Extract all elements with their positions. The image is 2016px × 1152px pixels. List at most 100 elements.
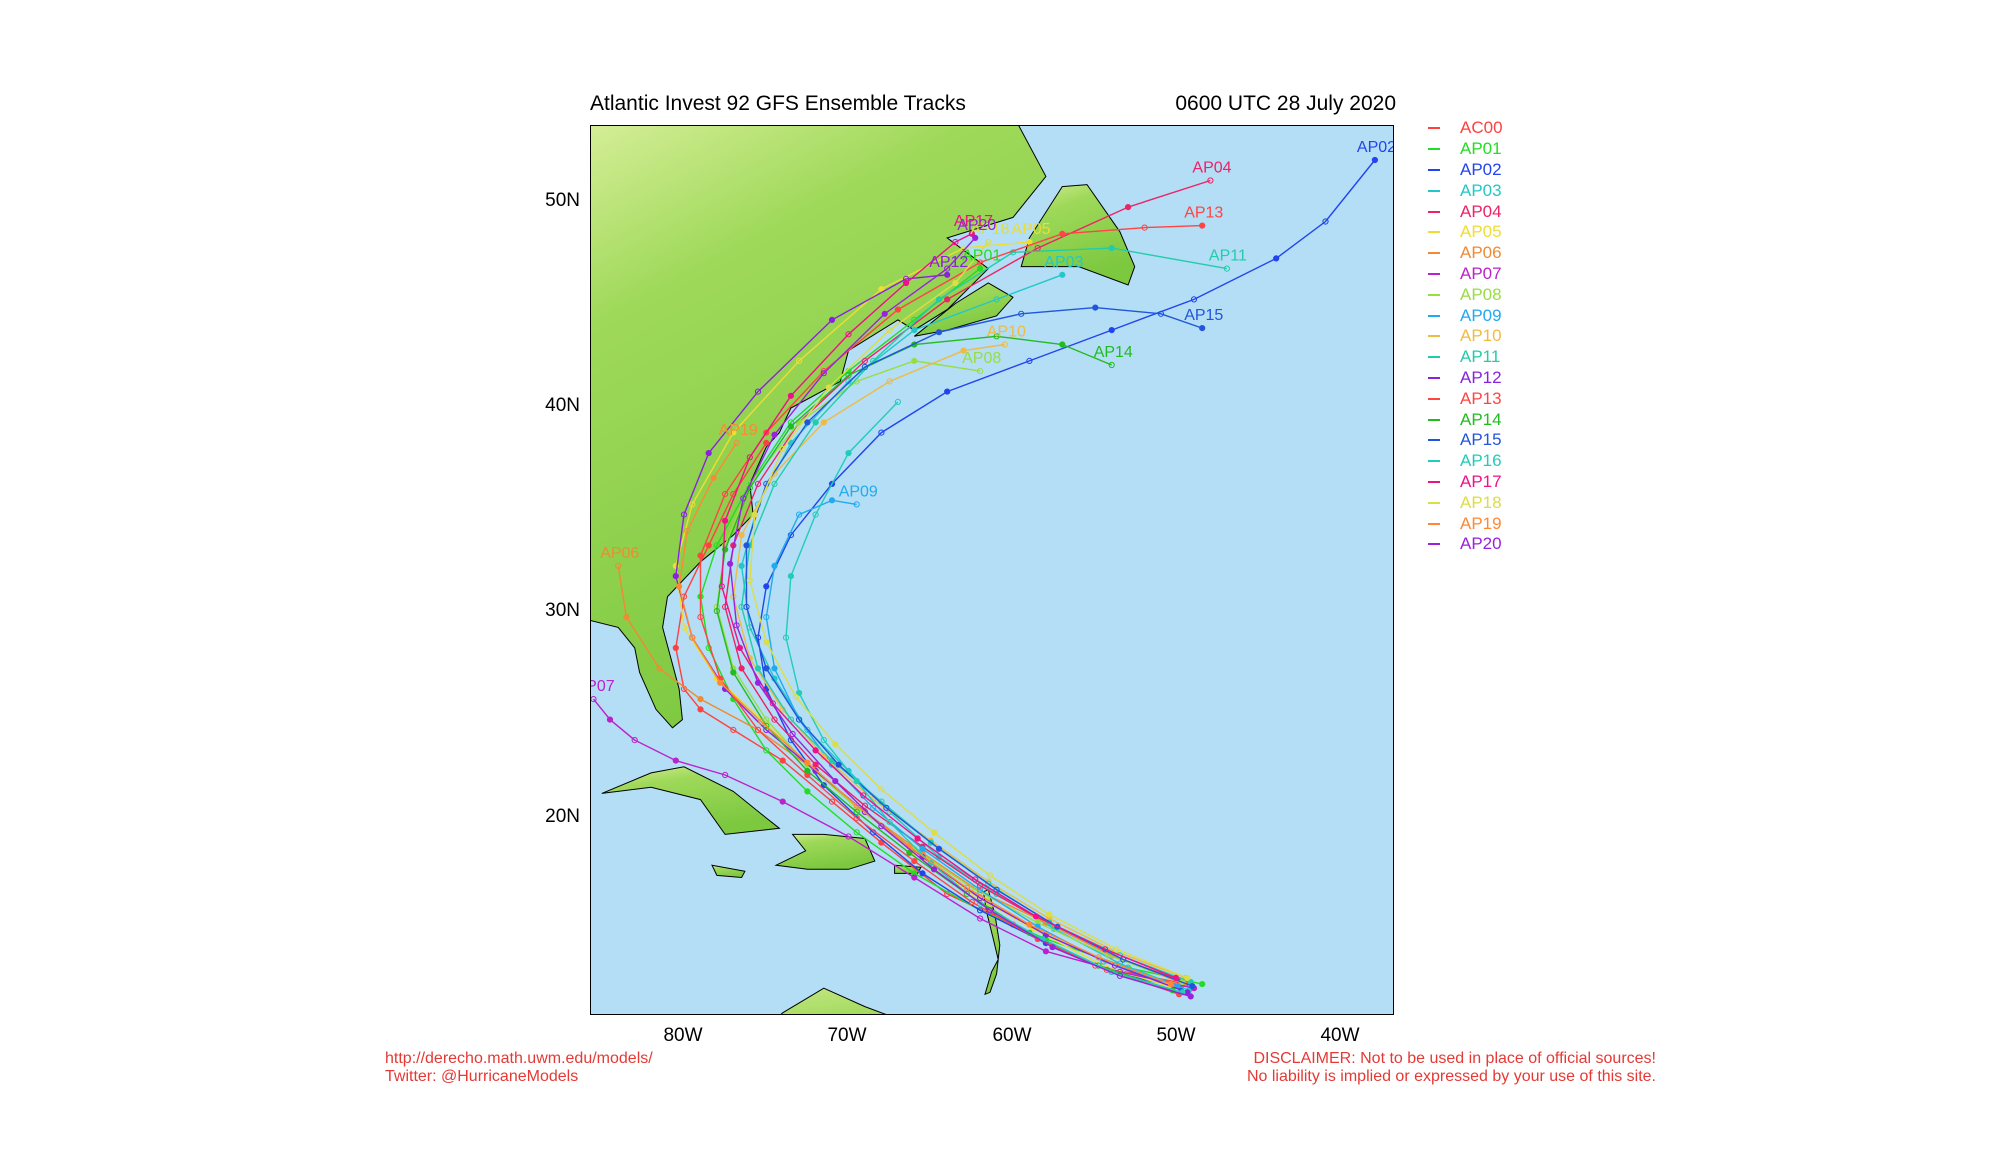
track-end-label: AP19: [719, 422, 758, 439]
track-point: [779, 757, 786, 764]
track-point: [1092, 304, 1099, 311]
track-line-ap16: [785, 401, 1183, 993]
lat-label-40n: 40N: [545, 395, 580, 416]
track-point: [754, 665, 762, 672]
track-map: AP01 AP02 AP03 AP04 AP05 AP06 AP07 AP08 AP09 AP10…: [591, 126, 1394, 1014]
track-point: [977, 886, 984, 893]
track-point: [993, 296, 1000, 303]
track-point: [1026, 921, 1033, 928]
track-point: [968, 230, 975, 237]
track-point: [878, 786, 885, 793]
track-line-ap07: [592, 698, 1195, 989]
lon-label-40w: 40W: [1320, 1025, 1360, 1046]
track-point: [919, 870, 926, 877]
legend-label: AP06: [1460, 243, 1502, 263]
track-point: [730, 429, 737, 436]
track-point: [754, 726, 762, 734]
track-point: [977, 368, 984, 375]
track-point: [746, 454, 753, 461]
track-point: [631, 737, 638, 744]
legend-label: AP01: [1460, 139, 1502, 159]
track-point: [935, 329, 943, 336]
track-point: [771, 480, 778, 487]
track-point: [1049, 944, 1056, 951]
legend-label: AP16: [1460, 451, 1502, 471]
track-end-label: AP06: [600, 545, 639, 562]
track-point: [697, 706, 704, 713]
legend-label: AP10: [1460, 326, 1502, 346]
track-point: [1026, 238, 1033, 246]
legend-label: AP07: [1460, 263, 1502, 283]
track-point: [796, 357, 803, 364]
track-point: [845, 331, 852, 338]
track-point: [930, 829, 938, 836]
disclaimer-line-1: DISCLAIMER: Not to be used in place of o…: [1253, 1050, 1656, 1067]
track-point: [944, 271, 951, 278]
track-point: [1167, 981, 1175, 988]
track-point: [986, 907, 994, 914]
track-point: [878, 823, 885, 830]
track-legend: AC00 AP01 AP02 AP03 AP04 AP05 AP06 AP07 AP08 AP09…: [1428, 118, 1503, 555]
track-point: [680, 624, 688, 631]
track-point: [886, 378, 893, 385]
track-line-ap10: [732, 343, 1186, 979]
track-point: [705, 450, 712, 457]
track-point: [911, 858, 918, 865]
track-point: [738, 665, 745, 672]
track-end-label: AP10: [987, 324, 1026, 341]
track-line-ap11: [740, 247, 1228, 983]
twitter-handle: Twitter: @HurricaneModels: [385, 1068, 579, 1085]
track-point: [689, 501, 696, 508]
track-point: [952, 238, 959, 246]
legend-label: AP13: [1460, 388, 1502, 408]
track-point: [853, 802, 860, 809]
track-point: [751, 511, 758, 518]
track-point: [977, 259, 984, 266]
track-point: [812, 511, 819, 518]
lon-label-60w: 60W: [992, 1025, 1032, 1046]
legend-label: AP18: [1460, 492, 1502, 512]
track-point: [733, 622, 740, 629]
track-point: [1190, 296, 1198, 303]
legend-swatch: [1428, 439, 1440, 442]
legend-item: AP12: [1428, 368, 1503, 389]
track-point: [697, 696, 704, 703]
track-point: [828, 316, 836, 323]
legend-item: AP05: [1428, 222, 1503, 243]
track-point: [738, 562, 745, 569]
legend-swatch: [1428, 127, 1440, 130]
track-point: [985, 880, 992, 887]
track-point: [1141, 224, 1148, 231]
legend-swatch: [1428, 501, 1440, 504]
track-end-label: AP05: [1011, 221, 1050, 238]
track-point: [615, 562, 622, 569]
track-point: [672, 644, 679, 652]
legend-label: AP08: [1460, 284, 1502, 304]
lat-label-20n: 20N: [545, 806, 580, 827]
track-point: [796, 511, 803, 518]
track-point: [779, 798, 786, 805]
track-point: [820, 737, 827, 744]
track-point: [796, 716, 803, 723]
track-point: [861, 363, 868, 371]
track-point: [1199, 981, 1206, 988]
lon-label-70w: 70W: [827, 1025, 867, 1046]
track-point: [1108, 245, 1115, 252]
track-point: [738, 532, 745, 539]
source-url-link[interactable]: http://derecho.math.uwm.edu/models/: [385, 1050, 653, 1067]
track-end-label: AP15: [1184, 307, 1223, 324]
track-point: [1322, 218, 1329, 225]
track-point: [894, 306, 901, 313]
track-point: [1223, 265, 1231, 272]
track-point: [787, 573, 794, 580]
track-point: [1108, 327, 1115, 334]
track-point: [1113, 946, 1120, 953]
track-point: [845, 833, 852, 840]
track-point: [1125, 204, 1132, 211]
track-point: [1108, 361, 1115, 369]
track-point: [861, 802, 868, 809]
legend-item: AP09: [1428, 305, 1503, 326]
track-end-label: AP02: [1357, 139, 1394, 156]
legend-swatch: [1428, 272, 1440, 275]
legend-label: AP14: [1460, 409, 1502, 429]
